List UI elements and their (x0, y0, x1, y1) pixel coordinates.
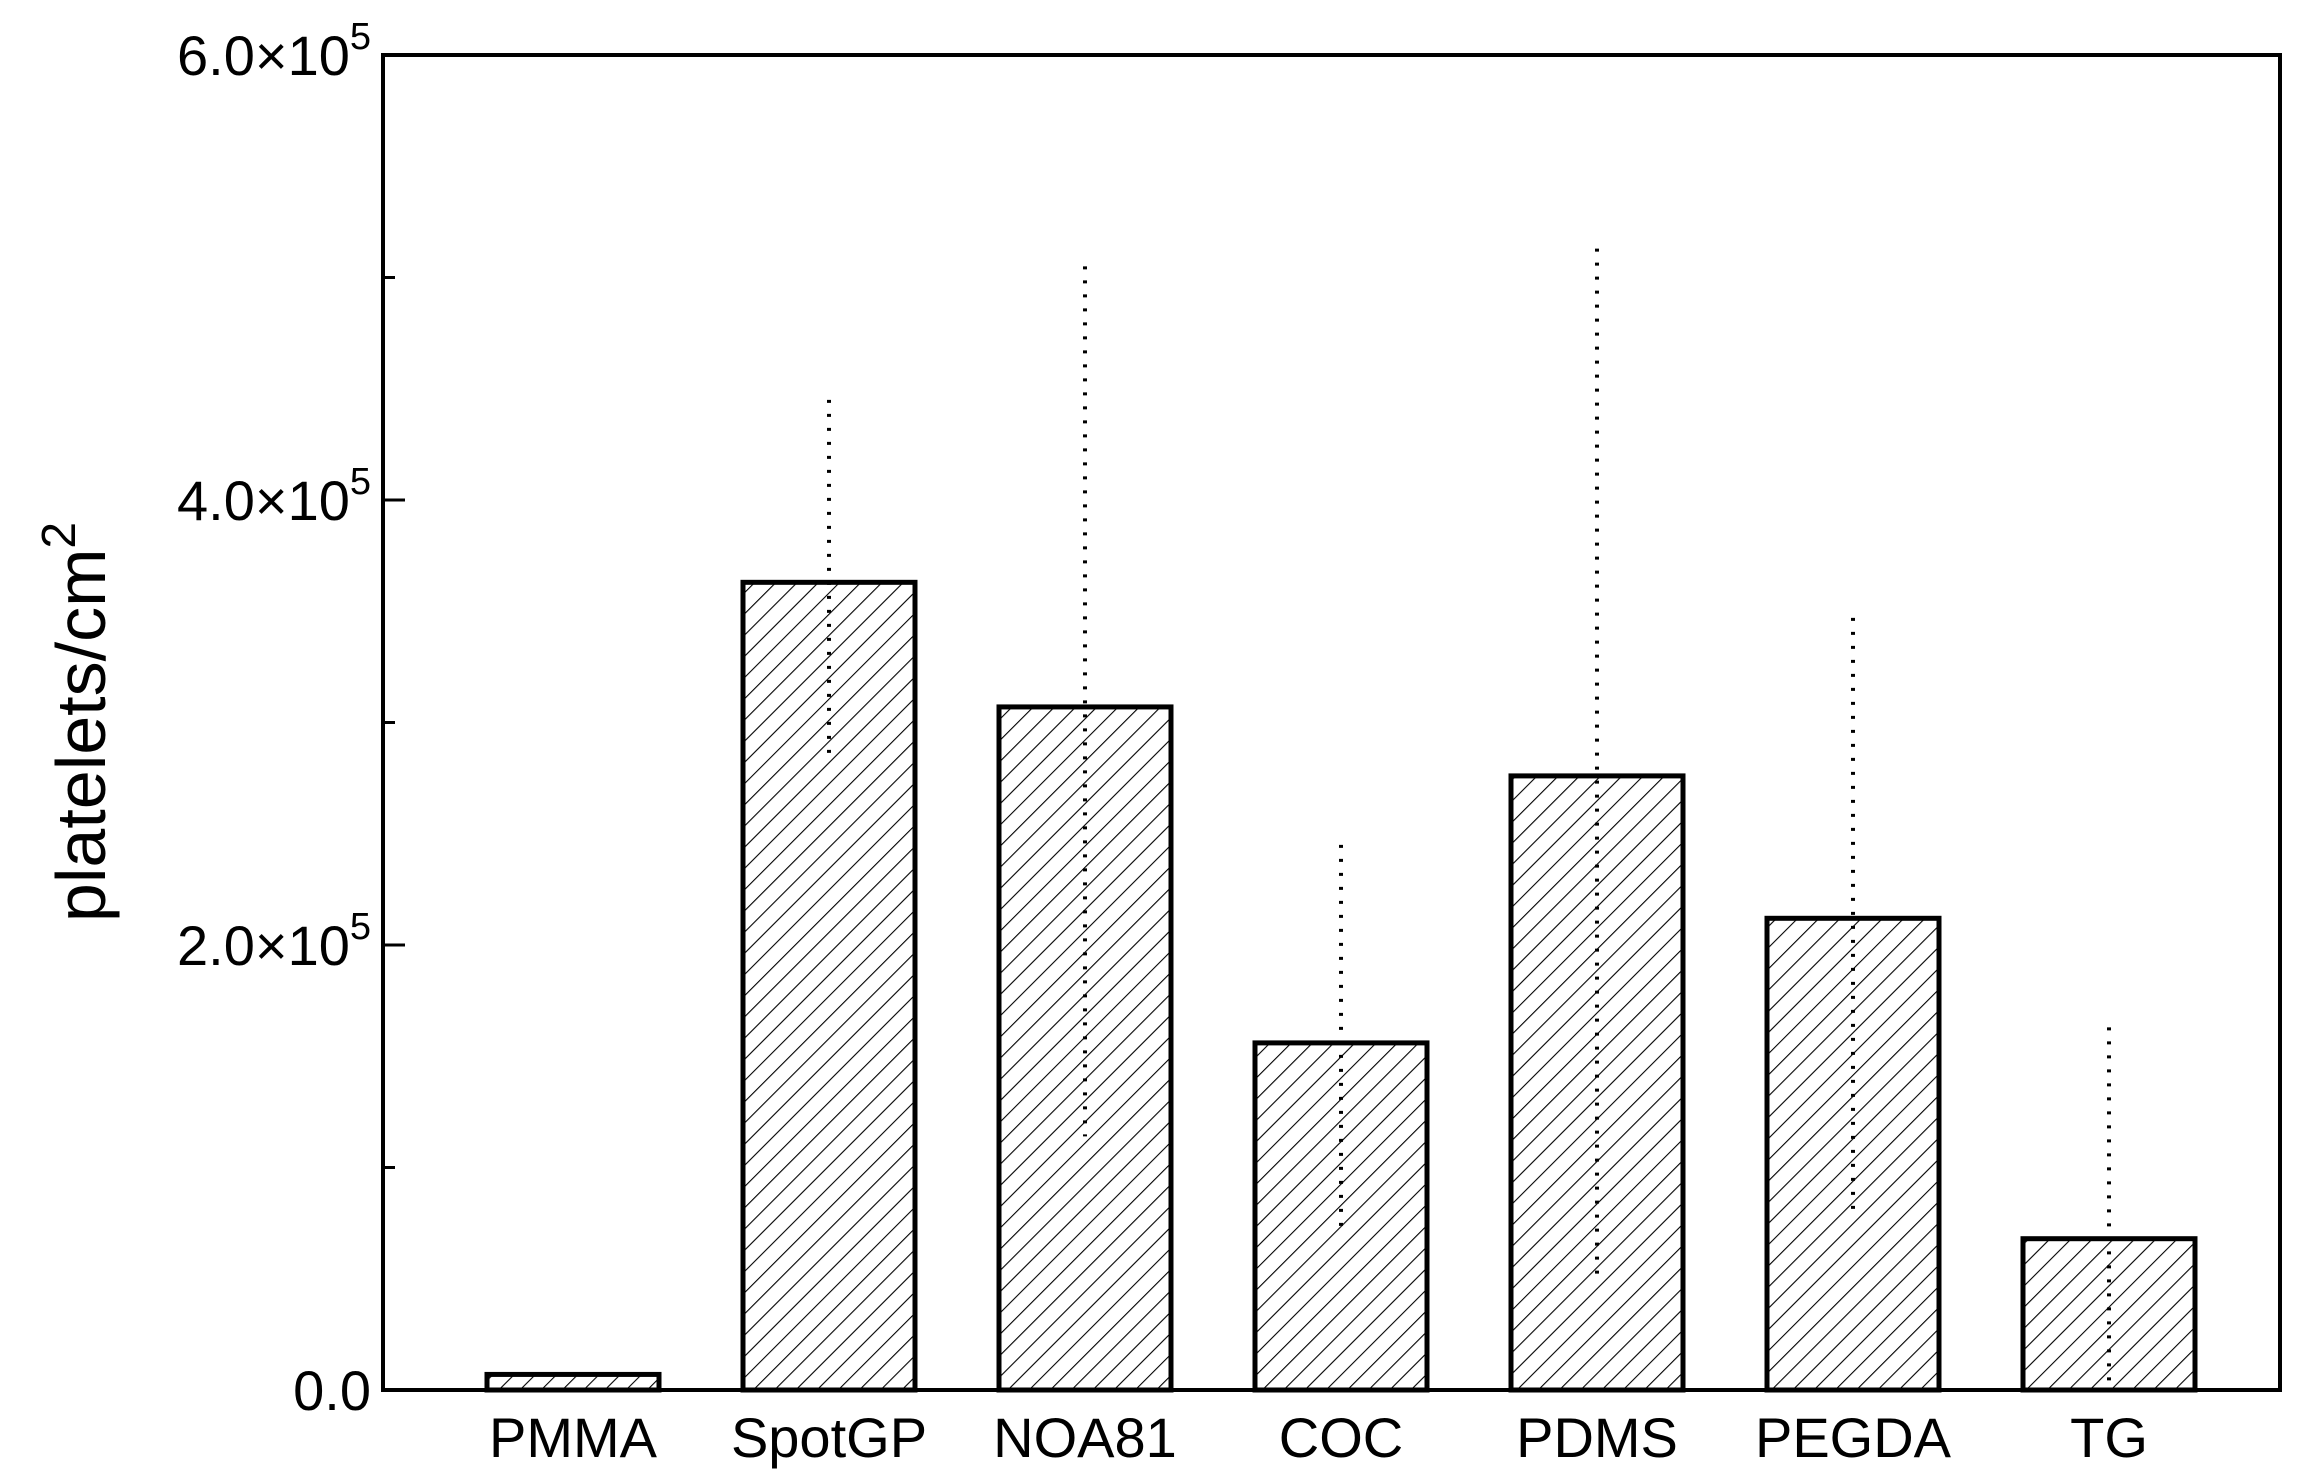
bar-pegda-hatch (1767, 918, 1939, 1390)
bar-tg-hatch (2023, 1238, 2195, 1390)
y-tick-exponent: 5 (350, 16, 371, 58)
bar-coc-hatch (1255, 1042, 1427, 1390)
y-axis-label-superscript: 2 (33, 522, 86, 549)
bar-pdms-hatch (1511, 775, 1683, 1390)
y-tick-label: 2.0×105 (177, 906, 371, 977)
y-tick-mantissa: 6.0×10 (177, 24, 350, 87)
x-tick-label-coc: COC (1279, 1406, 1403, 1469)
y-tick-label: 0.0 (293, 1359, 371, 1422)
bar-noa81 (996, 704, 1174, 1393)
y-tick-exponent: 5 (350, 906, 371, 948)
x-tick-label-pmma: PMMA (489, 1406, 658, 1469)
x-tick-label-pegda: PEGDA (1755, 1406, 1952, 1469)
x-tick-label-spotgp: SpotGP (731, 1406, 927, 1469)
x-tick-label-noa81: NOA81 (993, 1406, 1177, 1469)
bars (484, 248, 2198, 1393)
y-axis-ticks (383, 53, 405, 1392)
y-tick-mantissa: 4.0×10 (177, 469, 350, 532)
x-tick-label-pdms: PDMS (1516, 1406, 1678, 1469)
bar-tg (2020, 1236, 2198, 1393)
y-tick-label: 6.0×105 (177, 16, 371, 87)
bar-noa81-hatch (999, 706, 1171, 1390)
bar-pdms (1508, 773, 1686, 1393)
bar-spotgp-hatch (743, 582, 915, 1390)
y-tick-mantissa: 2.0×10 (177, 914, 350, 977)
y-tick-exponent: 5 (350, 461, 371, 503)
bar-pmma-hatch (487, 1374, 659, 1390)
bar-coc (1252, 1040, 1430, 1393)
x-tick-label-tg: TG (2070, 1406, 2148, 1469)
y-tick-mantissa: 0.0 (293, 1359, 371, 1422)
x-axis-category-labels: PMMA SpotGP NOA81 COC PDMS PEGDA TG (489, 1406, 2148, 1469)
y-tick-label: 4.0×105 (177, 461, 371, 532)
y-axis-label-text: platelets/cm (42, 549, 120, 922)
bar-pegda (1764, 915, 1942, 1393)
y-axis-label: platelets/cm2 (33, 522, 120, 922)
bar-spotgp (740, 579, 918, 1393)
bar-pmma (484, 1371, 662, 1393)
